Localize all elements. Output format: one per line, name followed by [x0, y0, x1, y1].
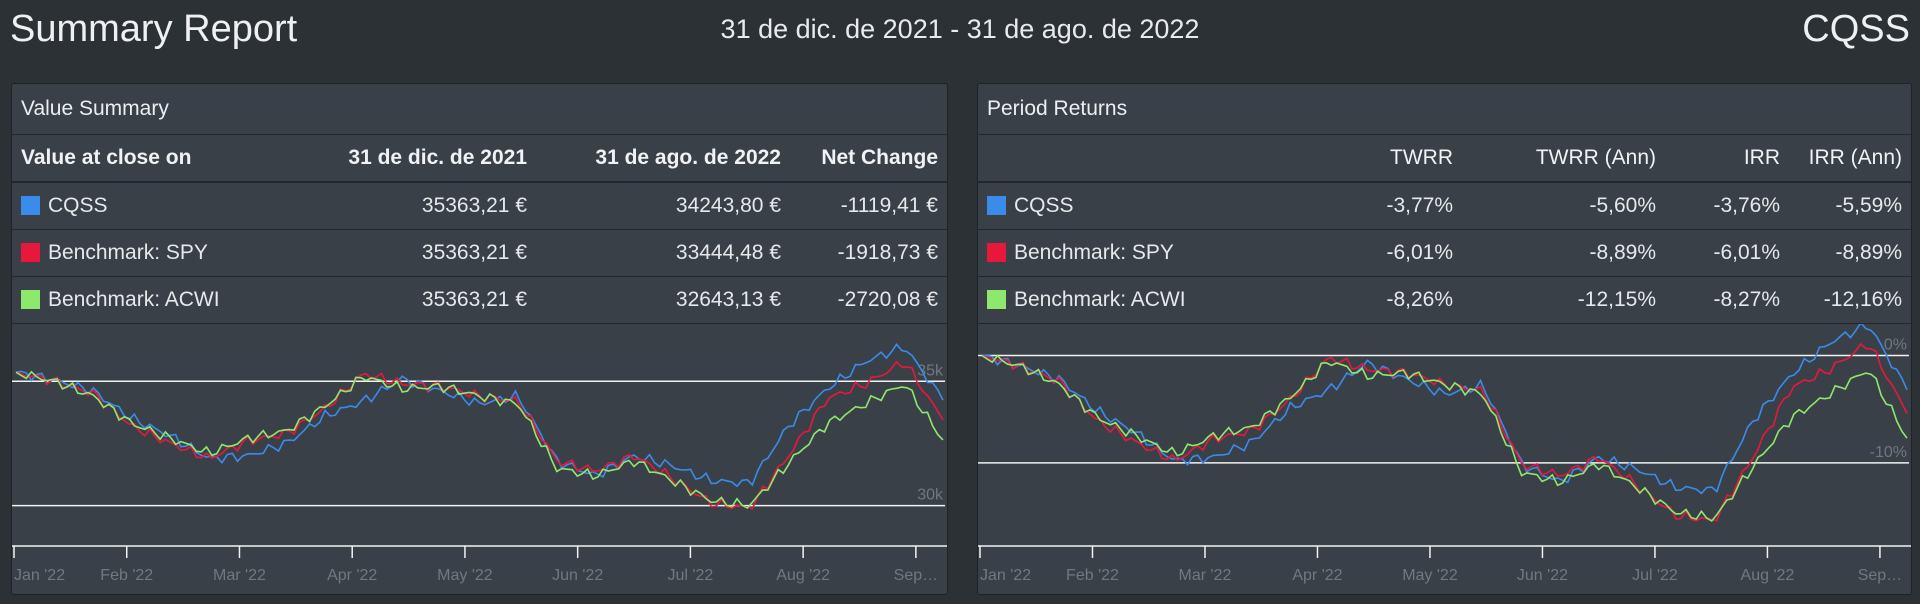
net-change: -2720,08 € — [837, 288, 938, 311]
panel-title: Period Returns — [978, 84, 1911, 135]
panel-title: Value Summary — [12, 84, 947, 135]
x-tick-label: Sep… — [894, 567, 938, 584]
legend-swatch — [21, 290, 40, 309]
twrr-ann-value: -5,60% — [1589, 194, 1656, 217]
start-value: 35363,21 € — [421, 288, 527, 311]
legend-swatch — [987, 196, 1006, 215]
y-tick-label: 0% — [1884, 336, 1907, 353]
x-tick-label: Jan '22 — [14, 567, 65, 584]
x-tick-label: Aug '22 — [776, 567, 830, 584]
table-row: Benchmark: SPY -6,01% -8,89% -6,01% -8,8… — [978, 230, 1911, 277]
series-line-2 — [15, 370, 944, 509]
end-value: 34243,80 € — [675, 194, 781, 217]
column-header: IRR — [1743, 146, 1780, 169]
x-tick-label: Mar '22 — [1179, 567, 1232, 584]
period-returns-panel: Period Returns TWRR TWRR (Ann) IRR IRR (… — [977, 83, 1912, 595]
column-header: Value at close on — [21, 146, 192, 169]
legend-swatch — [21, 243, 40, 262]
x-tick-label: Jan '22 — [980, 567, 1031, 584]
column-header: TWRR (Ann) — [1535, 146, 1656, 169]
x-tick-label: May '22 — [1402, 567, 1458, 584]
column-header: Net Change — [821, 146, 938, 169]
value-summary-panel: Value Summary Value at close on 31 de di… — [11, 83, 948, 595]
x-tick-label: Jul '22 — [668, 567, 714, 584]
irr-ann-value: -12,16% — [1823, 288, 1902, 311]
irr-value: -8,27% — [1713, 288, 1780, 311]
x-tick-label: Aug '22 — [1741, 567, 1795, 584]
table-row: Benchmark: ACWI 35363,21 € 32643,13 € -2… — [12, 277, 947, 324]
start-value: 35363,21 € — [421, 194, 527, 217]
twrr-value: -3,77% — [1386, 194, 1453, 217]
x-tick-label: May '22 — [437, 567, 493, 584]
y-tick-label: 30k — [917, 487, 944, 504]
irr-ann-value: -8,89% — [1835, 241, 1902, 264]
x-tick-label: Feb '22 — [1066, 567, 1119, 584]
twrr-ann-value: -12,15% — [1577, 288, 1656, 311]
series-line-2 — [981, 354, 1908, 523]
net-change: -1918,73 € — [837, 241, 938, 264]
returns-line-chart: 0% -10% Jan '22 Feb '22 Mar '22 Apr '22 May '2… — [978, 324, 1911, 584]
period-returns-table: TWRR TWRR (Ann) IRR IRR (Ann) CQSS -3,77… — [978, 135, 1911, 324]
irr-value: -6,01% — [1713, 241, 1780, 264]
portfolio-code: CQSS — [1802, 8, 1910, 50]
end-value: 32643,13 € — [675, 288, 781, 311]
x-tick-label: Jul '22 — [1632, 567, 1678, 584]
column-header: 31 de dic. de 2021 — [348, 146, 527, 169]
x-tick-label: Sep… — [1858, 567, 1902, 584]
column-header: 31 de ago. de 2022 — [595, 146, 781, 169]
start-value: 35363,21 € — [421, 241, 527, 264]
irr-ann-value: -5,59% — [1835, 194, 1902, 217]
x-tick-label: Feb '22 — [100, 567, 153, 584]
page-title: Summary Report — [10, 8, 298, 50]
y-tick-label: -10% — [1870, 444, 1907, 461]
irr-value: -3,76% — [1713, 194, 1780, 217]
twrr-value: -6,01% — [1386, 241, 1453, 264]
x-tick-label: Jun '22 — [552, 567, 603, 584]
end-value: 33444,48 € — [675, 241, 781, 264]
column-header: IRR (Ann) — [1808, 146, 1902, 169]
series-line-0 — [981, 324, 1908, 495]
table-header-row: Value at close on 31 de dic. de 2021 31 … — [12, 135, 947, 182]
series-name: Benchmark: ACWI — [48, 288, 220, 311]
table-header-row: TWRR TWRR (Ann) IRR IRR (Ann) — [978, 135, 1911, 182]
series-name: Benchmark: SPY — [1014, 241, 1174, 264]
table-row: CQSS 35363,21 € 34243,80 € -1119,41 € — [12, 182, 947, 230]
legend-swatch — [21, 196, 40, 215]
x-tick-label: Jun '22 — [1517, 567, 1568, 584]
series-line-1 — [15, 360, 944, 510]
value-chart: 35k 30k Jan '22 Feb '22 Mar '22 Apr '22 May '2… — [12, 324, 947, 594]
report-header: Summary Report 31 de dic. de 2021 - 31 d… — [0, 0, 1920, 70]
column-header — [978, 135, 1316, 182]
table-row: Benchmark: ACWI -8,26% -12,15% -8,27% -1… — [978, 277, 1911, 324]
series-line-0 — [15, 342, 944, 488]
legend-swatch — [987, 243, 1006, 262]
table-row: Benchmark: SPY 35363,21 € 33444,48 € -19… — [12, 230, 947, 277]
series-name: CQSS — [48, 194, 108, 217]
returns-chart: 0% -10% Jan '22 Feb '22 Mar '22 Apr '22 May '2… — [978, 324, 1911, 594]
table-row: CQSS -3,77% -5,60% -3,76% -5,59% — [978, 182, 1911, 230]
series-line-1 — [981, 342, 1908, 522]
series-name: CQSS — [1014, 194, 1074, 217]
net-change: -1119,41 € — [840, 194, 938, 217]
series-name: Benchmark: SPY — [48, 241, 208, 264]
column-header: TWRR — [1390, 146, 1453, 169]
x-tick-label: Mar '22 — [213, 567, 266, 584]
legend-swatch — [987, 290, 1006, 309]
twrr-ann-value: -8,89% — [1589, 241, 1656, 264]
series-name: Benchmark: ACWI — [1014, 288, 1186, 311]
date-range: 31 de dic. de 2021 - 31 de ago. de 2022 — [720, 14, 1200, 44]
x-tick-label: Apr '22 — [327, 567, 377, 584]
value-summary-table: Value at close on 31 de dic. de 2021 31 … — [12, 135, 947, 324]
twrr-value: -8,26% — [1386, 288, 1453, 311]
x-tick-label: Apr '22 — [1292, 567, 1342, 584]
